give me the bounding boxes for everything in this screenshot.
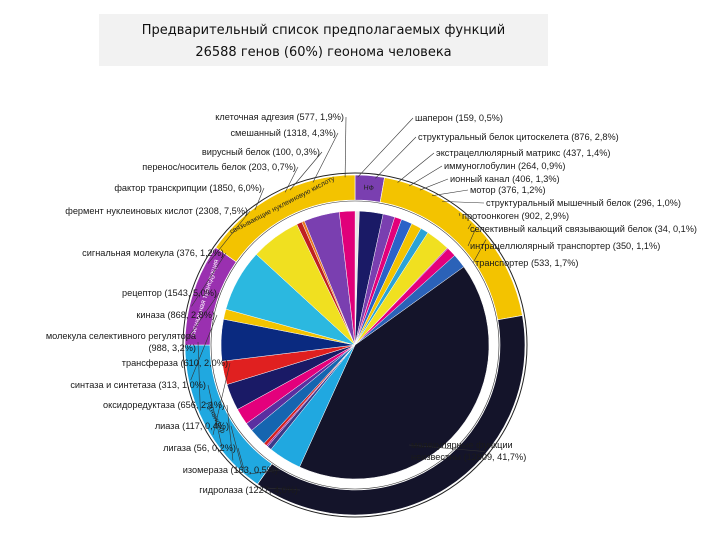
pie-slice: [338, 210, 356, 346]
leader-line: [408, 165, 443, 187]
slice-label: экстрацеллюлярный матрикс (437, 1,4%): [436, 148, 610, 158]
leader-line: [190, 314, 218, 381]
slice-label: сигнальная молекула (376, 1,2%): [82, 248, 224, 258]
chart-title-box: Предварительный список предполагаемых фу…: [99, 14, 548, 66]
slice-label: ионный канал (406, 1,3%): [450, 174, 560, 184]
slice-label: киназа (868, 2,8%): [136, 310, 215, 320]
slice-label: синтаза и синтетаза (313, 1,0%): [70, 380, 206, 390]
leader-line: [472, 239, 487, 264]
slice-label: вирусный белок (100, 0,3%): [202, 147, 320, 157]
pie-slice: [299, 266, 490, 480]
leader-line: [197, 341, 201, 411]
chart-title-line1: Предварительный список предполагаемых фу…: [141, 23, 506, 38]
leader-line: [226, 404, 234, 461]
leader-line: [207, 384, 223, 448]
leader-line: [312, 132, 339, 183]
leader-line: [467, 223, 472, 230]
leader-line: [432, 189, 469, 197]
leader-line: [230, 425, 243, 470]
leader-line: [289, 151, 323, 191]
slice-label: структуральный белок цитоскелета (876, 2…: [418, 132, 619, 142]
slice-label: шаперон (159, 0,5%): [415, 113, 503, 123]
pie-slices: [220, 210, 490, 480]
leader-line: [442, 201, 485, 204]
leader-line: [266, 487, 301, 491]
slice-label: мотор (376, 1,2%): [470, 185, 546, 195]
slice-label: клеточная адгезия (577, 1,9%): [215, 112, 344, 122]
slice-label: рецептор (1543, 5,0%): [122, 288, 217, 298]
slice-label: селективный кальций связывающий белок (3…: [470, 224, 697, 234]
slice-label: интрацеллюлярный транспортер (350, 1,1%): [470, 241, 660, 251]
slice-label: молекула селективного регулятора (988, 3,…: [46, 331, 197, 353]
slice-label: гидролаза (1227, 4,0%): [199, 485, 298, 495]
slice-label: структуральный мышечный белок (296, 1,0%…: [486, 198, 681, 208]
leader-line: [375, 136, 417, 179]
leader-line: [186, 292, 220, 340]
slice-label: протоонкоген (902, 2,9%): [462, 211, 569, 221]
slice-labels: шаперон (159, 0,5%) структуральный белок …: [46, 112, 697, 495]
slice-label: смешанный (1318, 4,3%): [230, 128, 336, 138]
slice-label: лигаза (56, 0,2%): [163, 443, 236, 453]
leader-line: [254, 187, 265, 211]
ring-segment-label: НФ: [363, 185, 374, 193]
leader-line: [408, 444, 485, 452]
slice-label: иммуноглобулин (264, 0,9%): [444, 161, 565, 171]
leader-line: [247, 469, 281, 475]
leader-line: [212, 362, 231, 435]
leader-line: [397, 152, 435, 183]
leader-line: [458, 213, 461, 217]
chart-title-line2: 26588 генов (60%) геонома человека: [195, 45, 452, 60]
leader-lines: [186, 116, 487, 491]
slice-label: перенос/носитель белок (203, 0,7%): [142, 162, 296, 172]
leader-line: [419, 178, 449, 191]
slice-label: лиаза (117, 0,4%): [155, 421, 229, 431]
slice-label: молекулярные функции неизвестны (12809, 4…: [411, 440, 526, 462]
leader-line: [207, 210, 251, 264]
leader-line: [237, 447, 245, 472]
leader-line: [191, 252, 227, 307]
leader-line: [284, 166, 299, 193]
leader-line: [344, 116, 347, 178]
leader-line: [467, 228, 477, 247]
slice-label: фермент нуклеиновых кислот (2308, 7,5%): [65, 206, 248, 216]
slice-label: изомераза (163, 0,5%): [183, 465, 278, 475]
slice-label: трансфераза (610, 2,0%): [122, 358, 228, 368]
slice-label: фактор транскрипции (1850, 6,0%): [114, 183, 262, 193]
slice-label: оксидоредуктаза (656, 2,1%): [103, 400, 225, 410]
leader-line: [357, 117, 414, 178]
ring-segment: [215, 174, 356, 263]
slice-label: транспортер (533, 1,7%): [475, 258, 578, 268]
